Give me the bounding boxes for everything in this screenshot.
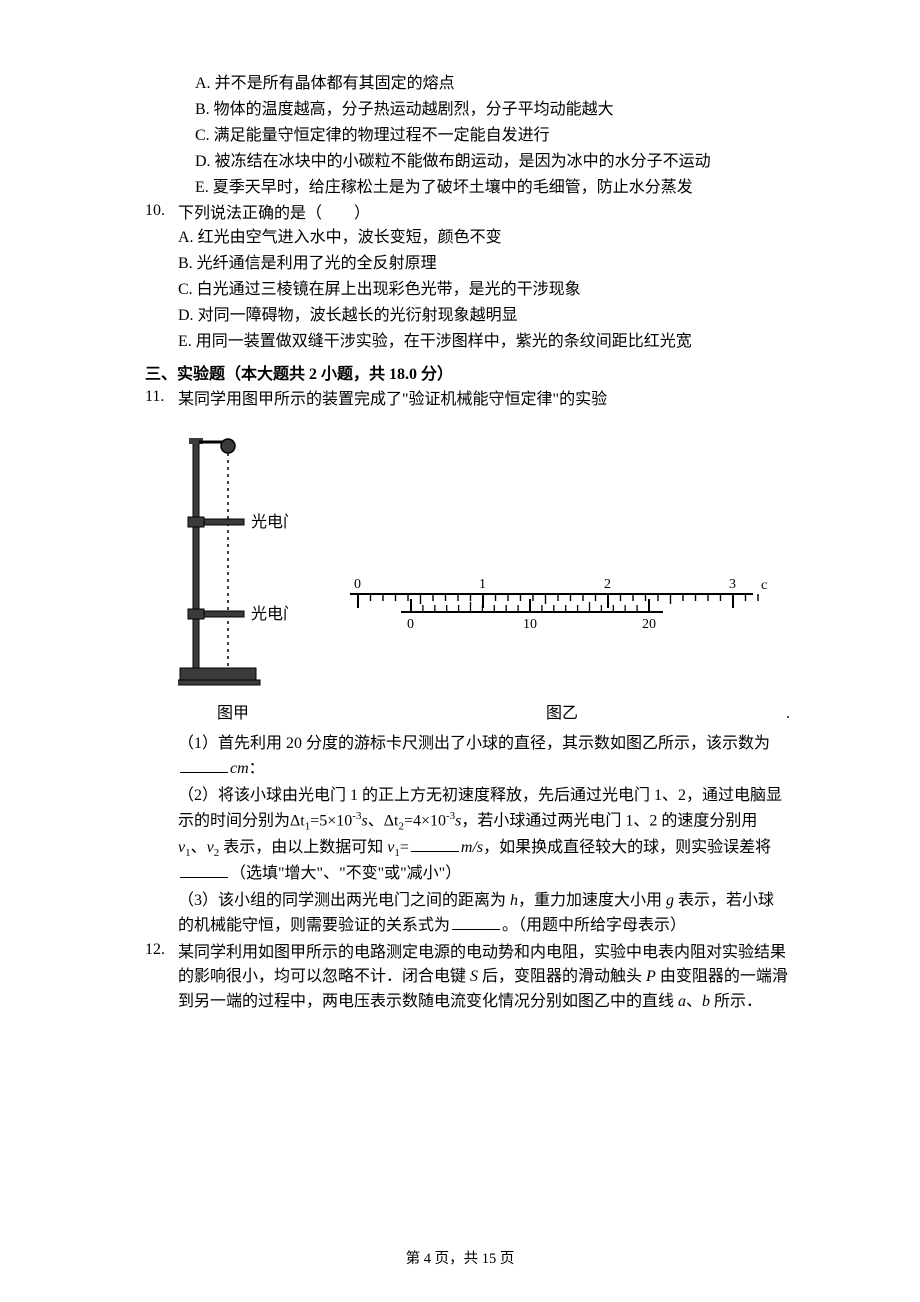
- q10-opt-e-text: 用同一装置做双缝干涉实验，在干涉图样中，紫光的条纹间距比红光宽: [196, 333, 692, 350]
- q10-opt-a-text: 红光由空气进入水中，波长变短，颜色不变: [198, 229, 502, 246]
- q9-opt-e-label: E.: [195, 179, 213, 196]
- q9-opt-c-text: 满足能量守恒定律的物理过程不一定能自发进行: [214, 127, 550, 144]
- q9-opt-d-text: 被冻结在冰块中的小碳粒不能做布朗运动，是因为冰中的水分子不运动: [215, 153, 711, 170]
- svg-text:20: 20: [642, 617, 656, 632]
- q10-opt-e-label: E.: [178, 333, 196, 350]
- q9-opt-b-text: 物体的温度越高，分子热运动越剧烈，分子平均动能越大: [214, 101, 614, 118]
- q10-opt-b-text: 光纤通信是利用了光的全反射原理: [197, 255, 437, 272]
- svg-text:0: 0: [354, 577, 361, 592]
- q10-opt-c-text: 白光通过三棱镜在屏上出现彩色光带，是光的干涉现象: [197, 281, 581, 298]
- q11-sub3: （3）该小组的同学测出两光电门之间的距离为 h，重力加速度大小用 g 表示，若小…: [178, 889, 790, 939]
- page-footer: 第 4 页，共 15 页: [0, 1247, 920, 1268]
- q10-opt-c-label: C.: [178, 281, 197, 298]
- q9-opt-e-text: 夏季天早时，给庄稼松土是为了破坏土壤中的毛细管，防止水分蒸发: [213, 179, 693, 196]
- q9-opt-b-label: B.: [195, 101, 214, 118]
- q10-opt-a-label: A.: [178, 229, 198, 246]
- q11-stem: 某同学用图甲所示的装置完成了"验证机械能守恒定律"的实验: [178, 388, 790, 412]
- caption-jia: 图甲: [178, 702, 288, 726]
- apparatus-diagram: 光电门1 光电门2: [178, 422, 288, 692]
- section3-header: 三、实验题（本大题共 2 小题，共 18.0 分）: [145, 360, 790, 384]
- q9-opt-a-label: A.: [195, 75, 215, 92]
- svg-text:10: 10: [523, 617, 537, 632]
- q10-opt-d-label: D.: [178, 307, 198, 324]
- q9-opt-a-text: 并不是所有晶体都有其固定的熔点: [215, 75, 455, 92]
- caption-yi: 图乙: [338, 702, 786, 726]
- q9-opt-c-label: C.: [195, 127, 214, 144]
- svg-text:1: 1: [479, 577, 486, 592]
- blank-relation: [452, 914, 500, 930]
- q12-number: 12.: [145, 941, 178, 959]
- svg-text:光电门2: 光电门2: [251, 605, 288, 623]
- q10-opt-d-text: 对同一障碍物，波长越长的光衍射现象越明显: [198, 307, 518, 324]
- q11-sub1: （1）首先利用 20 分度的游标卡尺测出了小球的直径，其示数如图乙所示，该示数为…: [178, 732, 790, 782]
- svg-text:3: 3: [729, 577, 736, 592]
- svg-text:光电门1: 光电门1: [251, 513, 288, 531]
- blank-error: [180, 862, 228, 878]
- q11-number: 11.: [145, 388, 178, 406]
- stray-dot: .: [786, 702, 790, 726]
- svg-text:0: 0: [407, 617, 414, 632]
- q10-opt-b-label: B.: [178, 255, 197, 272]
- q10-stem: 下列说法正确的是（ ）: [178, 202, 790, 226]
- svg-text:cm: cm: [761, 578, 768, 593]
- q10-number: 10.: [145, 202, 178, 220]
- q11-sub2: （2）将该小球由光电门 1 的正上方无初速度释放，先后通过光电门 1、2，通过电…: [178, 784, 790, 887]
- q9-opt-d-label: D.: [195, 153, 215, 170]
- q12-stem: 某同学利用如图甲所示的电路测定电源的电动势和内电阻，实验中电表内阻对实验结果的影…: [178, 941, 790, 1015]
- blank-v1: [411, 836, 459, 852]
- vernier-diagram: 0 1 2 3 cm 0 10 20: [338, 572, 768, 642]
- blank-diameter: [180, 757, 228, 773]
- svg-text:2: 2: [604, 577, 611, 592]
